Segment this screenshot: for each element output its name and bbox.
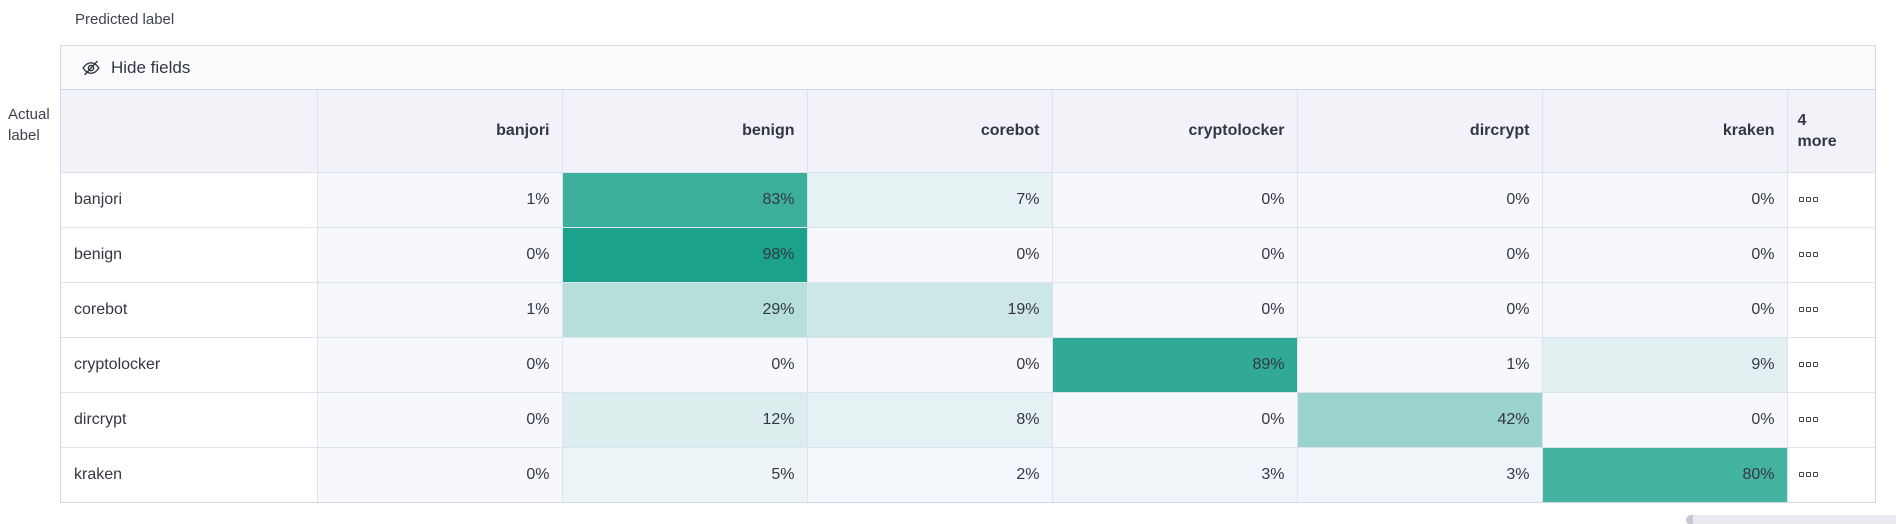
cell-dircrypt-dircrypt[interactable]: 42% bbox=[1296, 391, 1543, 448]
column-header-dircrypt: dircrypt bbox=[1296, 90, 1543, 173]
table-row-corebot: corebot 1% 29% 19% 0% 0% 0% bbox=[61, 281, 1875, 338]
cell-banjori-benign[interactable]: 83% bbox=[561, 171, 808, 228]
table-row-dircrypt: dircrypt 0% 12% 8% 0% 42% 0% bbox=[61, 391, 1875, 448]
cell-banjori-corebot[interactable]: 7% bbox=[806, 171, 1053, 228]
table-row-kraken: kraken 0% 5% 2% 3% 3% 80% bbox=[61, 446, 1875, 502]
cell-kraken-cryptolocker[interactable]: 3% bbox=[1051, 446, 1298, 502]
more-header-line1: 4 bbox=[1797, 111, 1807, 129]
hide-fields-label: Hide fields bbox=[111, 57, 191, 77]
cell-benign-cryptolocker[interactable]: 0% bbox=[1051, 226, 1298, 283]
table-row-banjori: banjori 1% 83% 7% 0% 0% 0% bbox=[61, 171, 1875, 228]
boxes-horizontal-icon bbox=[1798, 196, 1818, 202]
predicted-label: Predicted label bbox=[75, 11, 175, 28]
boxes-horizontal-icon bbox=[1798, 472, 1818, 478]
cell-banjori-dircrypt[interactable]: 0% bbox=[1296, 171, 1543, 228]
cell-dircrypt-kraken[interactable]: 0% bbox=[1541, 391, 1788, 448]
actual-label: Actual label bbox=[8, 104, 60, 146]
more-cell-kraken[interactable] bbox=[1786, 446, 1875, 502]
cell-benign-kraken[interactable]: 0% bbox=[1541, 226, 1788, 283]
column-header-benign: benign bbox=[561, 90, 808, 173]
column-header-kraken: kraken bbox=[1541, 90, 1788, 173]
scrollbar-thumb[interactable] bbox=[1686, 515, 1693, 524]
boxes-horizontal-icon bbox=[1798, 361, 1818, 367]
grid-toolbar: Hide fields bbox=[61, 46, 1875, 90]
more-header-line2: more bbox=[1797, 132, 1837, 150]
cell-kraken-banjori[interactable]: 0% bbox=[316, 446, 563, 502]
boxes-horizontal-icon bbox=[1798, 251, 1818, 257]
cell-kraken-dircrypt[interactable]: 3% bbox=[1296, 446, 1543, 502]
cell-dircrypt-benign[interactable]: 12% bbox=[561, 391, 808, 448]
cell-kraken-kraken[interactable]: 80% bbox=[1541, 446, 1788, 502]
boxes-horizontal-icon bbox=[1798, 306, 1818, 312]
confusion-matrix-table: banjori benign corebot cryptolocker dircrypt… bbox=[61, 90, 1875, 502]
more-cell-corebot[interactable] bbox=[1786, 281, 1875, 338]
table-row-benign: benign 0% 98% 0% 0% 0% 0% bbox=[61, 226, 1875, 283]
cell-dircrypt-corebot[interactable]: 8% bbox=[806, 391, 1053, 448]
more-cell-benign[interactable] bbox=[1786, 226, 1875, 283]
more-cell-dircrypt[interactable] bbox=[1786, 391, 1875, 448]
cell-dircrypt-banjori[interactable]: 0% bbox=[316, 391, 563, 448]
cell-dircrypt-cryptolocker[interactable]: 0% bbox=[1051, 391, 1298, 448]
cell-corebot-banjori[interactable]: 1% bbox=[316, 281, 563, 338]
row-label-benign: benign bbox=[61, 226, 318, 283]
cell-cryptolocker-benign[interactable]: 0% bbox=[561, 336, 808, 393]
cell-kraken-benign[interactable]: 5% bbox=[561, 446, 808, 502]
cell-cryptolocker-cryptolocker[interactable]: 89% bbox=[1051, 336, 1298, 393]
horizontal-scrollbar[interactable] bbox=[1686, 515, 1896, 524]
cell-corebot-cryptolocker[interactable]: 0% bbox=[1051, 281, 1298, 338]
actual-label-line1: Actual bbox=[8, 106, 50, 123]
eye-closed-icon bbox=[81, 58, 101, 78]
corner-header-cell bbox=[61, 90, 318, 173]
row-label-dircrypt: dircrypt bbox=[61, 391, 318, 448]
cell-benign-banjori[interactable]: 0% bbox=[316, 226, 563, 283]
confusion-matrix-panel: Hide fields banjori benign corebot cryptolo… bbox=[60, 45, 1876, 503]
cell-corebot-corebot[interactable]: 19% bbox=[806, 281, 1053, 338]
row-label-banjori: banjori bbox=[61, 171, 318, 228]
column-header-cryptolocker: cryptolocker bbox=[1051, 90, 1298, 173]
row-label-corebot: corebot bbox=[61, 281, 318, 338]
more-cell-cryptolocker[interactable] bbox=[1786, 336, 1875, 393]
cell-corebot-dircrypt[interactable]: 0% bbox=[1296, 281, 1543, 338]
cell-banjori-kraken[interactable]: 0% bbox=[1541, 171, 1788, 228]
cell-corebot-benign[interactable]: 29% bbox=[561, 281, 808, 338]
hide-fields-button[interactable]: Hide fields bbox=[81, 58, 190, 78]
cell-cryptolocker-kraken[interactable]: 9% bbox=[1541, 336, 1788, 393]
row-label-kraken: kraken bbox=[61, 446, 318, 502]
cell-cryptolocker-banjori[interactable]: 0% bbox=[316, 336, 563, 393]
actual-label-line2: label bbox=[8, 127, 40, 144]
cell-cryptolocker-corebot[interactable]: 0% bbox=[806, 336, 1053, 393]
cell-kraken-corebot[interactable]: 2% bbox=[806, 446, 1053, 502]
cell-corebot-kraken[interactable]: 0% bbox=[1541, 281, 1788, 338]
table-row-cryptolocker: cryptolocker 0% 0% 0% 89% 1% 9% bbox=[61, 336, 1875, 393]
column-header-banjori: banjori bbox=[316, 90, 563, 173]
cell-banjori-banjori[interactable]: 1% bbox=[316, 171, 563, 228]
cell-benign-corebot[interactable]: 0% bbox=[806, 226, 1053, 283]
cell-benign-benign[interactable]: 98% bbox=[561, 226, 808, 283]
column-header-corebot: corebot bbox=[806, 90, 1053, 173]
row-label-cryptolocker: cryptolocker bbox=[61, 336, 318, 393]
column-header-more: 4 more bbox=[1786, 90, 1875, 173]
cell-benign-dircrypt[interactable]: 0% bbox=[1296, 226, 1543, 283]
more-cell-banjori[interactable] bbox=[1786, 171, 1875, 228]
cell-cryptolocker-dircrypt[interactable]: 1% bbox=[1296, 336, 1543, 393]
cell-banjori-cryptolocker[interactable]: 0% bbox=[1051, 171, 1298, 228]
boxes-horizontal-icon bbox=[1798, 416, 1818, 422]
